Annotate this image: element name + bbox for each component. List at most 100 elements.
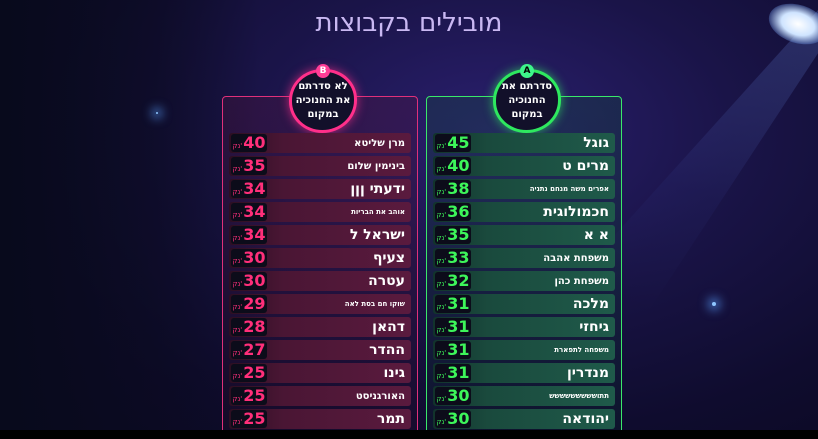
background-shade bbox=[0, 0, 260, 439]
leaderboard-row: חכמולוגית נק' 36 bbox=[433, 202, 615, 222]
leaderboard-row: שוקו חם בסת לאה נק' 29 bbox=[229, 294, 411, 314]
score-box: נק' 30 bbox=[435, 387, 471, 405]
leaderboard-row: גוגל נק' 45 bbox=[433, 133, 615, 153]
leaderboard-row: מרים ט נק' 40 bbox=[433, 156, 615, 176]
score-unit: נק' bbox=[232, 165, 243, 173]
page-title: מובילים בקבוצות bbox=[315, 8, 503, 38]
score-unit: נק' bbox=[436, 188, 447, 196]
player-name: חכמולוגית bbox=[543, 204, 609, 220]
group-b-label-bubble: B לא סדרתם את החנוכיה במקום bbox=[289, 64, 357, 133]
group-b-panel: B לא סדרתם את החנוכיה במקום מרן שליטא נק'… bbox=[222, 64, 418, 438]
score-unit: נק' bbox=[436, 234, 447, 242]
group-a-label-bubble: A סדרתם את החנוכיה במקום bbox=[493, 64, 561, 133]
score-unit: נק' bbox=[232, 188, 243, 196]
leaderboard-row: דהאן נק' 28 bbox=[229, 317, 411, 337]
leaderboard-row: תתוששששששששש נק' 30 bbox=[433, 386, 615, 406]
score-unit: נק' bbox=[436, 372, 447, 380]
score-unit: נק' bbox=[232, 372, 243, 380]
player-name: גינו bbox=[383, 365, 405, 381]
leaderboard-row: ידעתי ןןן נק' 34 bbox=[229, 179, 411, 199]
leaderboard-row: תמר נק' 25 bbox=[229, 409, 411, 429]
player-name: שוקו חם בסת לאה bbox=[344, 300, 405, 308]
player-name: מנדרין bbox=[566, 365, 609, 381]
score-value: 25 bbox=[243, 363, 266, 382]
score-unit: נק' bbox=[232, 326, 243, 334]
leaderboard-row: משפחת כהן נק' 32 bbox=[433, 271, 615, 291]
leaderboard-row: ההדר נק' 27 bbox=[229, 340, 411, 360]
leaderboard-row: ישראל ל נק' 34 bbox=[229, 225, 411, 245]
score-box: נק' 33 bbox=[435, 249, 471, 267]
score-box: נק' 45 bbox=[435, 134, 471, 152]
player-name: א א bbox=[583, 227, 609, 243]
sparkle-icon bbox=[156, 112, 158, 114]
score-value: 27 bbox=[243, 340, 266, 359]
bottom-bar bbox=[0, 430, 818, 439]
player-name: יהודאה bbox=[562, 411, 609, 427]
player-name: עטרה bbox=[368, 273, 405, 289]
score-unit: נק' bbox=[232, 303, 243, 311]
score-value: 30 bbox=[243, 271, 266, 290]
player-name: בינימין שלום bbox=[347, 160, 405, 172]
score-unit: נק' bbox=[436, 326, 447, 334]
score-box: נק' 32 bbox=[435, 272, 471, 290]
score-box: נק' 31 bbox=[435, 295, 471, 313]
score-unit: נק' bbox=[436, 257, 447, 265]
score-unit: נק' bbox=[232, 418, 243, 426]
score-value: 31 bbox=[447, 317, 470, 336]
score-unit: נק' bbox=[436, 395, 447, 403]
score-value: 31 bbox=[447, 340, 470, 359]
score-unit: נק' bbox=[232, 142, 243, 150]
leaderboard-row: יהודאה נק' 30 bbox=[433, 409, 615, 429]
score-value: 34 bbox=[243, 202, 266, 221]
player-name: האורגניסט bbox=[355, 390, 405, 402]
score-box: נק' 30 bbox=[231, 272, 267, 290]
score-value: 40 bbox=[243, 133, 266, 152]
score-value: 35 bbox=[243, 156, 266, 175]
score-box: נק' 29 bbox=[231, 295, 267, 313]
score-unit: נק' bbox=[232, 395, 243, 403]
score-box: נק' 31 bbox=[435, 341, 471, 359]
player-name: תמר bbox=[376, 411, 405, 427]
player-name: אפרים משה מנחם נתניה bbox=[529, 185, 609, 193]
score-value: 33 bbox=[447, 248, 470, 267]
score-box: נק' 27 bbox=[231, 341, 267, 359]
score-unit: נק' bbox=[436, 142, 447, 150]
leaderboard-row: משפחת אהבה נק' 33 bbox=[433, 248, 615, 268]
score-value: 36 bbox=[447, 202, 470, 221]
score-unit: נק' bbox=[232, 349, 243, 357]
score-box: נק' 40 bbox=[435, 157, 471, 175]
leaderboard-row: אוהב את הבריות נק' 34 bbox=[229, 202, 411, 222]
score-box: נק' 34 bbox=[231, 203, 267, 221]
leaderboard-row: אפרים משה מנחם נתניה נק' 38 bbox=[433, 179, 615, 199]
score-unit: נק' bbox=[232, 234, 243, 242]
score-box: נק' 38 bbox=[435, 180, 471, 198]
score-value: 38 bbox=[447, 179, 470, 198]
score-unit: נק' bbox=[436, 165, 447, 173]
player-name: מרים ט bbox=[562, 158, 609, 174]
score-value: 28 bbox=[243, 317, 266, 336]
score-box: נק' 25 bbox=[231, 410, 267, 428]
score-box: נק' 35 bbox=[231, 157, 267, 175]
player-name: משפחה לתפארת bbox=[554, 346, 609, 354]
leaderboard-row: עטרה נק' 30 bbox=[229, 271, 411, 291]
group-a-badge: A bbox=[520, 64, 534, 78]
score-box: נק' 30 bbox=[435, 410, 471, 428]
player-name: משפחת כהן bbox=[554, 275, 609, 287]
score-value: 32 bbox=[447, 271, 470, 290]
leaderboard-row: גינו נק' 25 bbox=[229, 363, 411, 383]
score-value: 25 bbox=[243, 386, 266, 405]
score-value: 35 bbox=[447, 225, 470, 244]
leaderboard-row: מנדרין נק' 31 bbox=[433, 363, 615, 383]
group-a-list: גוגל נק' 45 מרים ט נק' 40 אפרים משה מנחם נתניה… bbox=[433, 133, 615, 432]
score-box: נק' 36 bbox=[435, 203, 471, 221]
player-name: דהאן bbox=[372, 319, 405, 335]
score-box: נק' 31 bbox=[435, 364, 471, 382]
score-box: נק' 28 bbox=[231, 318, 267, 336]
player-name: ידעתי ןןן bbox=[350, 181, 405, 197]
leaderboard-row: א א נק' 35 bbox=[433, 225, 615, 245]
score-value: 29 bbox=[243, 294, 266, 313]
group-b-list: מרן שליטא נק' 40 בינימין שלום נק' 35 ידעתי ןןן… bbox=[229, 133, 411, 432]
leaderboard-row: מרן שליטא נק' 40 bbox=[229, 133, 411, 153]
leaderboard-row: גיחזי נק' 31 bbox=[433, 317, 615, 337]
score-box: נק' 25 bbox=[231, 364, 267, 382]
